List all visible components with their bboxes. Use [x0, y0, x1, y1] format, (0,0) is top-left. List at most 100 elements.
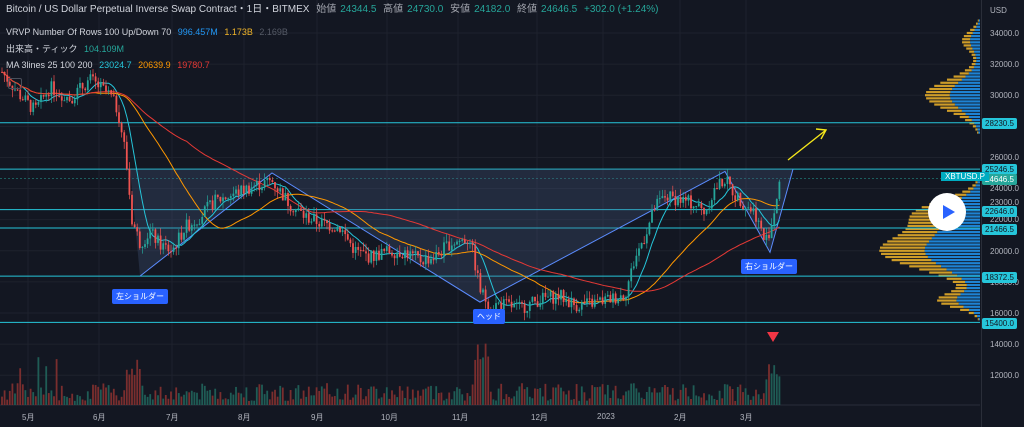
volume-bar — [424, 388, 427, 405]
volume-bar — [1, 396, 3, 405]
volume-bar — [671, 388, 674, 405]
candle-body — [274, 182, 276, 189]
candle-body — [76, 87, 79, 100]
ma200-line — [1, 71, 780, 292]
candle-body — [770, 225, 773, 239]
volume-bar — [760, 398, 763, 405]
volume-bar — [58, 400, 61, 405]
volume-bar — [125, 369, 128, 405]
profile-row-up — [970, 38, 980, 41]
volume-bar — [645, 392, 648, 405]
candle-body — [609, 294, 612, 303]
volume-bar — [242, 397, 245, 405]
volume-bar — [721, 398, 724, 405]
volume-bar — [157, 395, 159, 405]
candle-body — [437, 251, 440, 255]
candle-body — [645, 234, 648, 244]
volume-bar — [778, 376, 781, 405]
profile-row-up — [978, 318, 980, 321]
profile-row-up — [975, 184, 980, 187]
candle-body — [159, 235, 162, 250]
volume-bar — [388, 398, 391, 405]
volume-bar — [398, 386, 401, 405]
volume-bar — [513, 396, 516, 405]
volume-bar — [562, 391, 565, 405]
ma25-line — [1, 71, 780, 306]
profile-row-up — [973, 187, 980, 190]
candle-body — [144, 244, 146, 247]
profile-row-down — [881, 252, 926, 255]
volume-bar — [617, 398, 620, 405]
candle-body — [14, 89, 16, 91]
volume-label: 出来高・ティック — [6, 44, 78, 54]
candle-body — [419, 255, 422, 263]
profile-row-up — [970, 41, 980, 44]
candle-body — [240, 185, 243, 196]
candle-body — [682, 196, 685, 203]
y-tick-20000: 20000.0 — [990, 247, 1019, 256]
candle-body — [606, 294, 609, 297]
volume-bar — [159, 386, 162, 405]
profile-row-up — [937, 231, 980, 234]
volume-bar — [336, 388, 339, 405]
candle-body — [635, 255, 638, 267]
candle-body — [523, 303, 526, 313]
volume-bar — [708, 394, 711, 405]
profile-row-up — [978, 131, 980, 134]
candle-body — [708, 208, 711, 210]
play-icon[interactable] — [928, 193, 966, 231]
volume-bar — [404, 397, 406, 405]
ma-legend[interactable]: MA 3lines 25 100 200 23024.7 20639.9 197… — [6, 59, 214, 71]
profile-row-down — [953, 75, 966, 78]
profile-row-down — [968, 187, 974, 190]
profile-row-up — [977, 22, 980, 25]
volume-bar — [372, 386, 375, 405]
profile-row-up — [958, 106, 980, 109]
volume-bar — [544, 383, 547, 405]
profile-row-up — [970, 44, 980, 47]
candle-body — [276, 188, 279, 192]
volume-bar — [658, 392, 661, 405]
volume-bar — [222, 399, 224, 405]
candle-body — [63, 100, 66, 102]
candle-body — [544, 292, 547, 297]
candle-body — [612, 293, 614, 303]
ma100-value: 20639.9 — [138, 60, 171, 70]
profile-row-down — [944, 293, 961, 296]
symbol-title[interactable]: Bitcoin / US Dollar Perpetual Inverse Sw… — [6, 4, 310, 15]
volume-bar — [307, 386, 310, 405]
volume-bar — [375, 388, 378, 405]
volume-bar — [692, 385, 695, 405]
volume-bar — [8, 390, 11, 405]
volume-bar — [578, 400, 581, 405]
candle-body — [37, 102, 40, 105]
vrvp-legend[interactable]: VRVP Number Of Rows 100 Up/Down 70 996.4… — [6, 26, 292, 38]
volume-bar — [136, 359, 139, 405]
profile-row-down — [908, 218, 941, 221]
volume-bar — [401, 390, 404, 405]
candle-body — [604, 296, 607, 304]
volume-legend[interactable]: 出来高・ティック 104.109M — [6, 43, 128, 55]
left-shoulder-label: 左ショルダー — [112, 289, 168, 304]
profile-row-down — [938, 296, 958, 299]
candle-body — [648, 222, 651, 235]
candle-body — [133, 224, 136, 228]
candle-body — [279, 188, 282, 192]
profile-row-down — [975, 128, 978, 131]
candle-body — [406, 250, 409, 259]
candle-body — [614, 293, 617, 304]
volume-bar — [245, 387, 248, 405]
collapse-legend-icon[interactable] — [8, 78, 22, 89]
volume-bar — [567, 390, 570, 405]
candle-body — [289, 205, 292, 212]
candle-body — [110, 90, 113, 95]
profile-row-up — [965, 75, 980, 78]
y-tick-22000: 22000.0 — [990, 215, 1019, 224]
candle-body — [16, 89, 19, 91]
volume-bar — [651, 392, 653, 405]
profile-row-down — [962, 190, 971, 193]
x-tick-feb: 2月 — [674, 413, 687, 422]
profile-row-up — [946, 268, 980, 271]
candle-body — [411, 251, 414, 254]
